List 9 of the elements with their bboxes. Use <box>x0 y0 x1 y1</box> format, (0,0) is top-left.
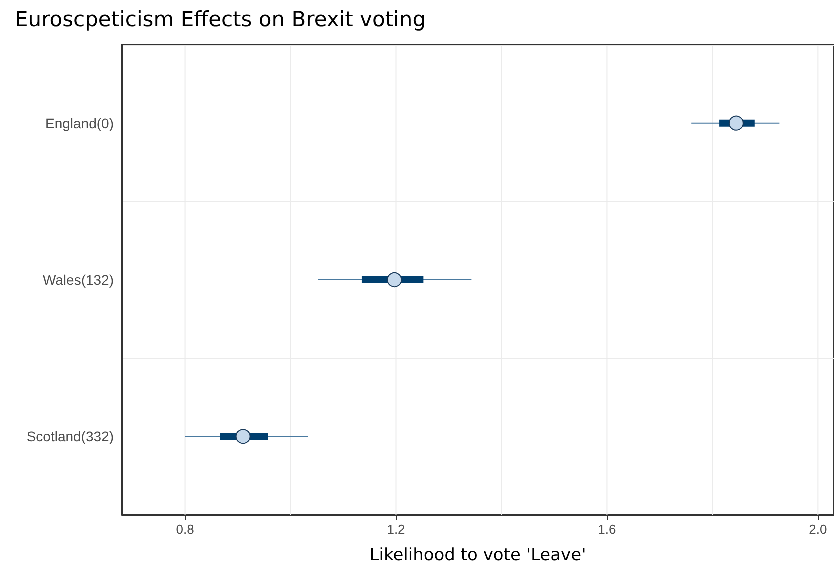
y-tick-label: Wales(132) <box>42 272 114 288</box>
x-tick-label: 2.0 <box>809 522 828 537</box>
y-tick-label: Scotland(332) <box>26 428 114 445</box>
x-tick-label: 1.6 <box>598 522 616 537</box>
x-axis-title: Likelihood to vote 'Leave' <box>370 546 586 566</box>
y-tick-label: England(0) <box>46 115 114 132</box>
chart-title: Euroscpeticism Effects on Brexit voting <box>15 8 426 32</box>
x-tick-label: 1.2 <box>387 522 406 537</box>
x-tick-label: 0.8 <box>176 522 194 537</box>
